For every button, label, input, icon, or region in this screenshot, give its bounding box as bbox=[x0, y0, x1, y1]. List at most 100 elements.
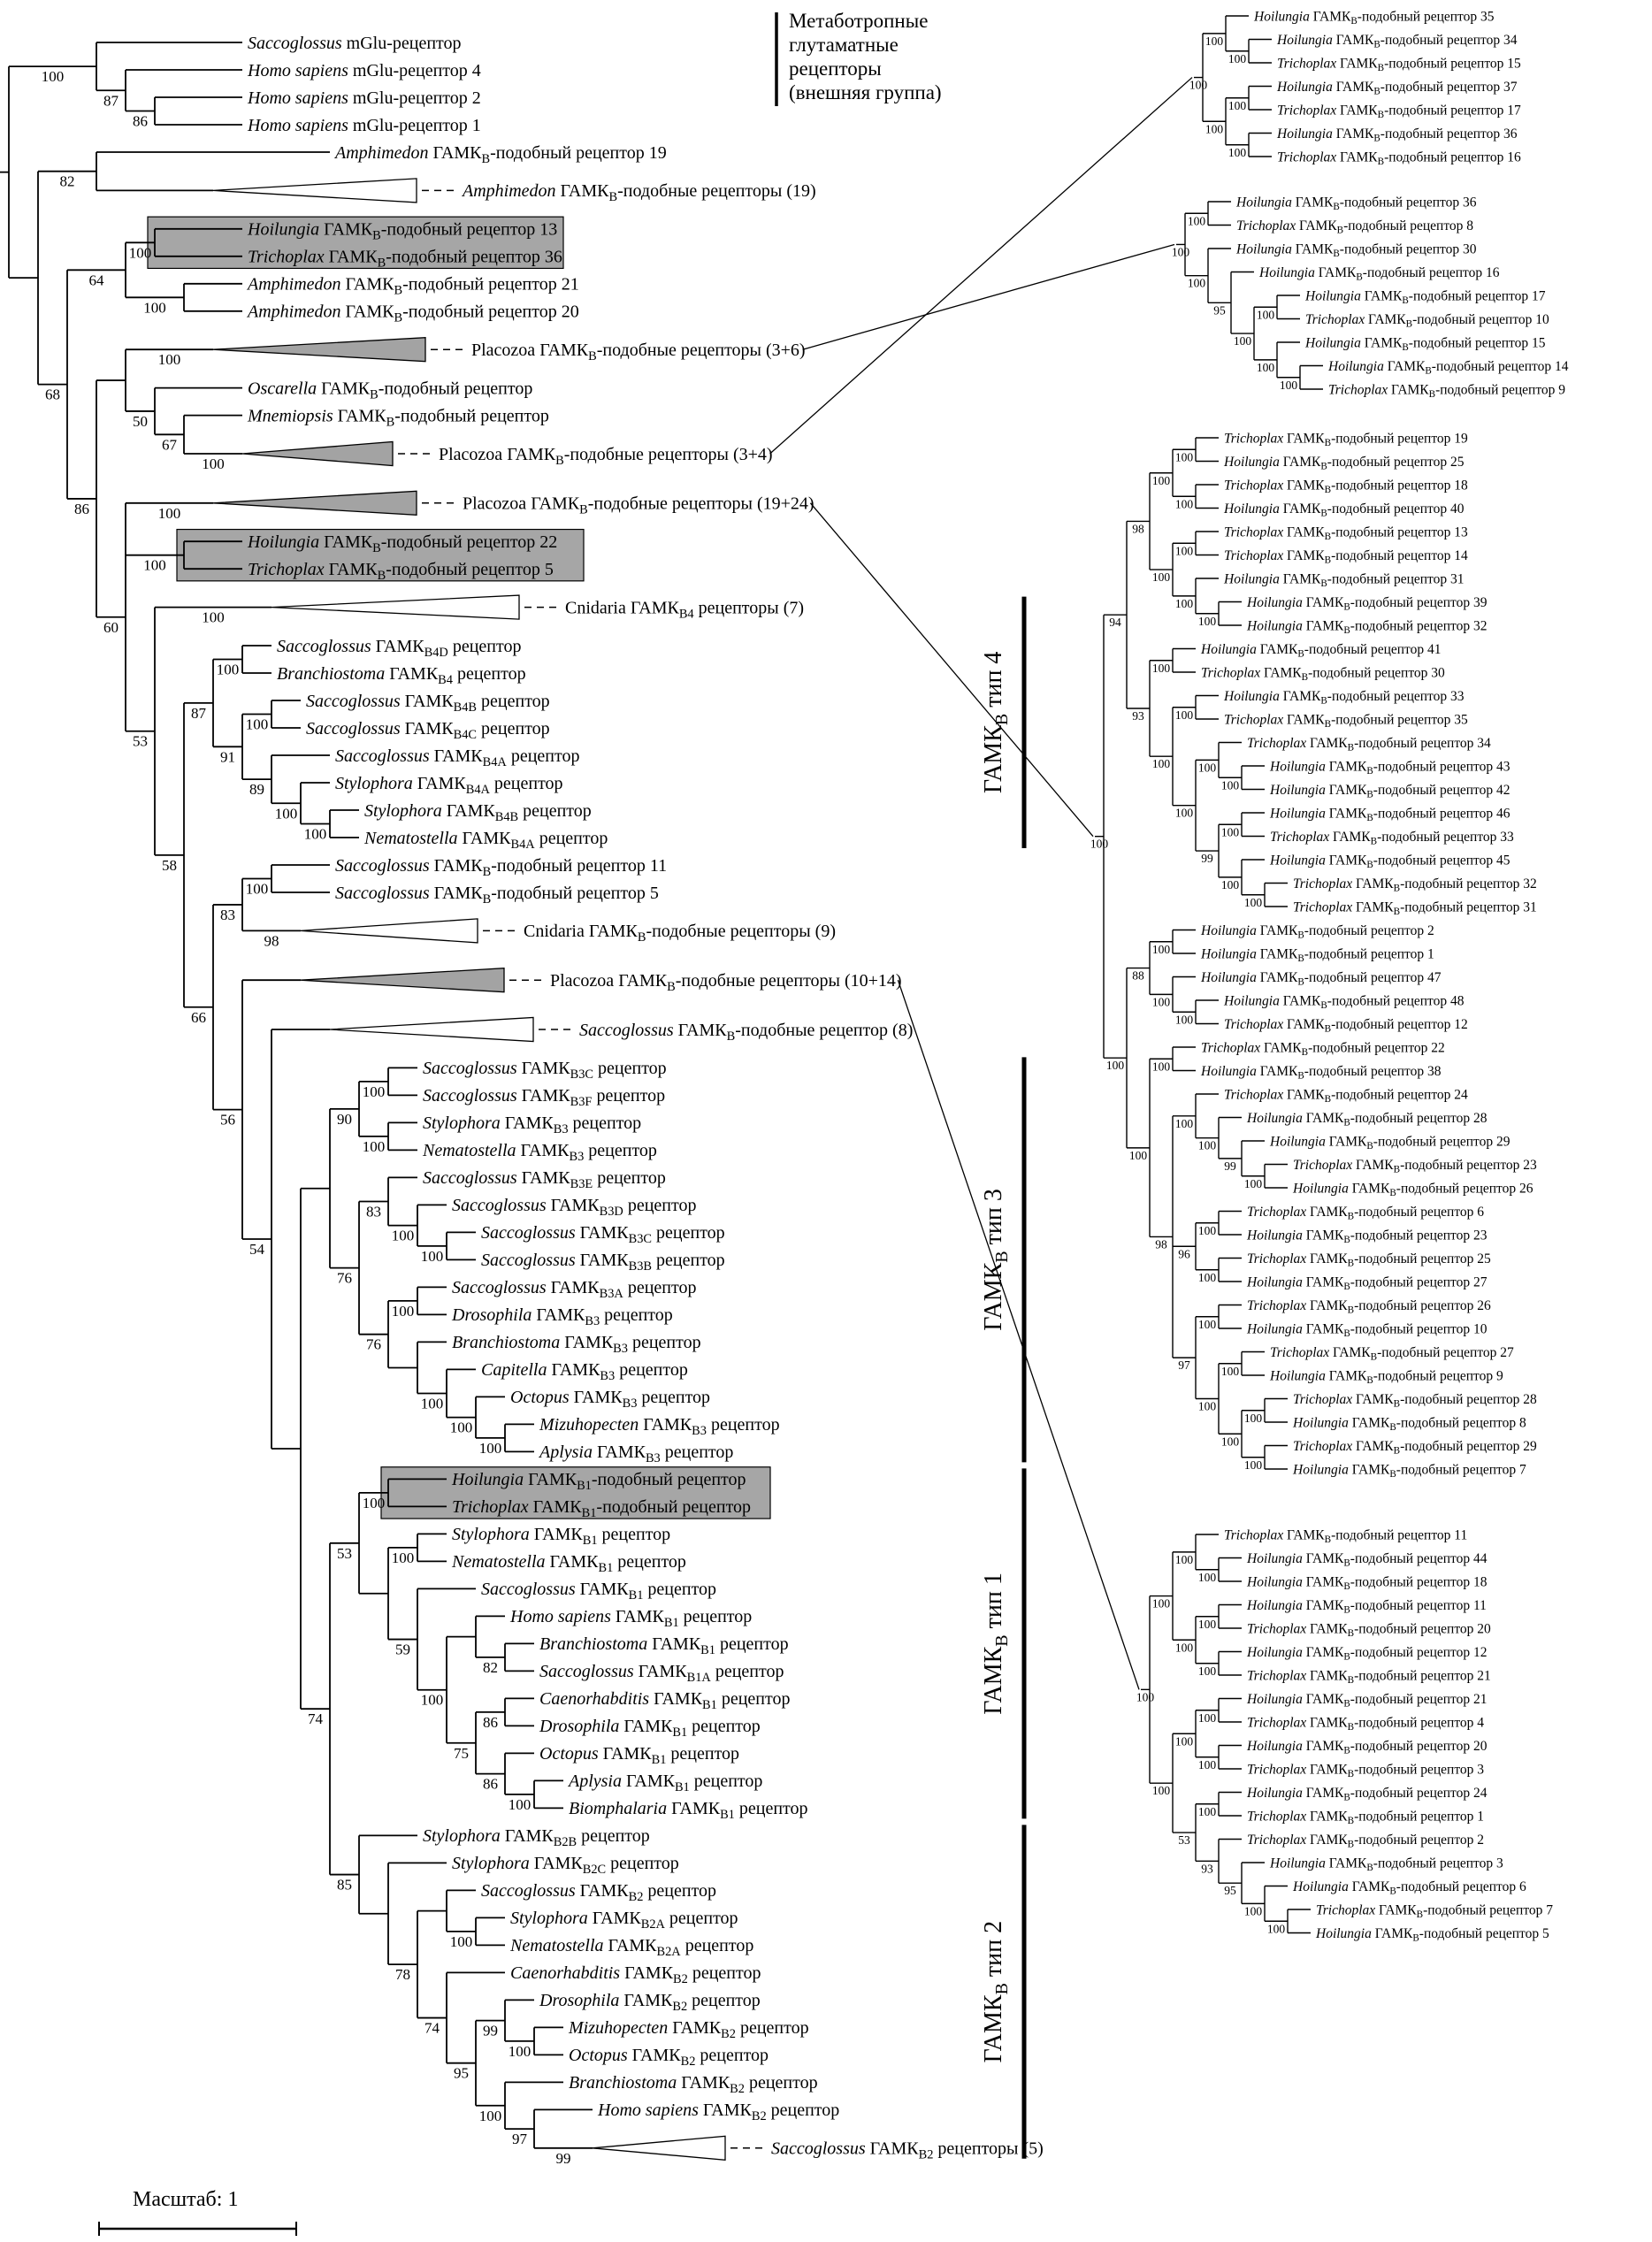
svg-text:Hoilungia ГАМКB1-подобный реце: Hoilungia ГАМКB1-подобный рецептор bbox=[451, 1470, 746, 1493]
svg-text:Octopus ГАМКB1 рецептор: Octopus ГАМКB1 рецептор bbox=[539, 1744, 739, 1767]
svg-text:Trichoplax ГАМКВ-подобный реце: Trichoplax ГАМКВ-подобный рецептор 12 bbox=[1224, 1017, 1468, 1035]
svg-text:100: 100 bbox=[421, 1396, 444, 1412]
svg-text:99: 99 bbox=[1224, 1159, 1236, 1173]
svg-text:100: 100 bbox=[1152, 1597, 1171, 1611]
svg-text:100: 100 bbox=[392, 1228, 415, 1244]
svg-text:100: 100 bbox=[1228, 99, 1247, 112]
outgroup-label-line: рецепторы bbox=[789, 57, 882, 80]
svg-text:100: 100 bbox=[1198, 615, 1217, 628]
svg-text:Drosophila ГАМКB3 рецептор: Drosophila ГАМКB3 рецептор bbox=[451, 1305, 673, 1328]
svg-text:Trichoplax ГАМКВ-подобный реце: Trichoplax ГАМКВ-подобный рецептор 33 bbox=[1270, 830, 1514, 847]
svg-text:87: 87 bbox=[103, 92, 119, 109]
svg-text:Saccoglossus ГАМКB2 рецепторы: Saccoglossus ГАМКB2 рецепторы (5) bbox=[771, 2139, 1044, 2162]
svg-text:Trichoplax ГАМКВ-подобный реце: Trichoplax ГАМКВ-подобный рецептор 13 bbox=[1224, 524, 1468, 542]
svg-text:100: 100 bbox=[217, 662, 240, 678]
svg-text:75: 75 bbox=[454, 1745, 469, 1762]
svg-text:Placozoa ГАМКВ-подобные рецепт: Placozoa ГАМКВ-подобные рецепторы (19+24… bbox=[463, 494, 815, 517]
svg-text:Hoilungia ГАМКВ-подобный рецеп: Hoilungia ГАМКВ-подобный рецептор 23 bbox=[1246, 1228, 1488, 1245]
svg-text:Trichoplax ГАМКВ-подобный реце: Trichoplax ГАМКВ-подобный рецептор 16 bbox=[1277, 149, 1521, 167]
svg-text:Hoilungia ГАМКВ-подобный рецеп: Hoilungia ГАМКВ-подобный рецептор 24 bbox=[1246, 1786, 1488, 1803]
svg-text:Saccoglossus ГАМКB3C рецептор: Saccoglossus ГАМКB3C рецептор bbox=[423, 1059, 667, 1082]
svg-text:50: 50 bbox=[133, 413, 148, 430]
svg-text:100: 100 bbox=[158, 505, 181, 522]
svg-text:Hoilungia ГАМКВ-подобный рецеп: Hoilungia ГАМКВ-подобный рецептор 42 bbox=[1269, 783, 1511, 800]
svg-text:Stylophora ГАМКB3 рецептор: Stylophora ГАМКB3 рецептор bbox=[423, 1113, 641, 1136]
svg-text:Hoilungia ГАМКВ-подобный рецеп: Hoilungia ГАМКВ-подобный рецептор 1 bbox=[1200, 946, 1434, 964]
svg-text:100: 100 bbox=[363, 1083, 386, 1100]
svg-text:Trichoplax ГАМКВ-подобный реце: Trichoplax ГАМКВ-подобный рецептор 9 bbox=[1328, 382, 1565, 400]
svg-text:100: 100 bbox=[1172, 245, 1190, 258]
svg-text:Nematostella ГАМКB1 рецептор: Nematostella ГАМКB1 рецептор bbox=[451, 1552, 686, 1575]
svg-text:85: 85 bbox=[337, 1877, 352, 1894]
svg-text:100: 100 bbox=[1175, 807, 1194, 820]
svg-text:Hoilungia ГАМКВ-подобный рецеп: Hoilungia ГАМКВ-подобный рецептор 21 bbox=[1246, 1692, 1488, 1710]
svg-text:Hoilungia ГАМКВ-подобный рецеп: Hoilungia ГАМКВ-подобный рецептор 37 bbox=[1276, 80, 1518, 97]
svg-text:Mnemiopsis ГАМКВ-подобный реце: Mnemiopsis ГАМКВ-подобный рецептор bbox=[247, 406, 549, 429]
svg-text:Saccoglossus ГАМКB3F рецептор: Saccoglossus ГАМКB3F рецептор bbox=[423, 1086, 665, 1109]
svg-text:Hoilungia ГАМКВ-подобный рецеп: Hoilungia ГАМКВ-подобный рецептор 18 bbox=[1246, 1574, 1488, 1592]
svg-text:Stylophora ГАМКB2C рецептор: Stylophora ГАМКB2C рецептор bbox=[452, 1854, 679, 1877]
svg-text:100: 100 bbox=[1205, 122, 1224, 135]
svg-text:Branchiostoma ГАМКB4 рецептор: Branchiostoma ГАМКB4 рецептор bbox=[277, 664, 526, 687]
svg-text:90: 90 bbox=[337, 1111, 352, 1128]
svg-text:Cnidaria ГАМКВ4 рецепторы (7): Cnidaria ГАМКВ4 рецепторы (7) bbox=[565, 598, 804, 621]
svg-text:59: 59 bbox=[395, 1641, 410, 1658]
svg-text:Trichoplax ГАМКВ-подобный реце: Trichoplax ГАМКВ-подобный рецептор 14 bbox=[1224, 548, 1468, 566]
svg-text:100: 100 bbox=[1228, 146, 1247, 159]
svg-text:53: 53 bbox=[337, 1545, 352, 1562]
svg-text:100: 100 bbox=[1221, 1365, 1240, 1378]
svg-text:100: 100 bbox=[1152, 474, 1171, 487]
svg-text:83: 83 bbox=[220, 907, 235, 923]
svg-text:ГАМКВ тип 3: ГАМКВ тип 3 bbox=[980, 1189, 1012, 1331]
svg-text:Trichoplax ГАМКВ-подобный реце: Trichoplax ГАМКВ-подобный рецептор 10 bbox=[1305, 312, 1549, 330]
svg-text:97: 97 bbox=[512, 2131, 528, 2147]
svg-text:Hoilungia ГАМКВ-подобный рецеп: Hoilungia ГАМКВ-подобный рецептор 10 bbox=[1246, 1321, 1488, 1339]
svg-text:86: 86 bbox=[133, 113, 148, 130]
svg-text:Hoilungia ГАМКВ-подобный рецеп: Hoilungia ГАМКВ-подобный рецептор 47 bbox=[1200, 970, 1442, 988]
svg-text:Nematostella ГАМКB2A рецептор: Nematostella ГАМКB2A рецептор bbox=[509, 1936, 753, 1959]
svg-text:Hoilungia ГАМКВ-подобный рецеп: Hoilungia ГАМКВ-подобный рецептор 46 bbox=[1269, 806, 1511, 823]
outgroup-label-line: (внешняя группа) bbox=[789, 81, 942, 103]
svg-text:Trichoplax ГАМКВ-подобный реце: Trichoplax ГАМКВ-подобный рецептор 24 bbox=[1224, 1087, 1468, 1105]
svg-text:60: 60 bbox=[103, 619, 119, 636]
right-subtree-0: 100 100 Hoilungia ГАМКВ-подобный рецептор … bbox=[1189, 9, 1521, 167]
svg-text:100: 100 bbox=[363, 1495, 386, 1511]
svg-text:100: 100 bbox=[1257, 308, 1275, 321]
svg-text:Biomphalaria ГАМКB1 рецептор: Biomphalaria ГАМКB1 рецептор bbox=[569, 1799, 808, 1822]
svg-text:Saccoglossus ГАМКB3E рецептор: Saccoglossus ГАМКB3E рецептор bbox=[423, 1168, 666, 1191]
svg-text:Trichoplax ГАМКB1-подобный рец: Trichoplax ГАМКB1-подобный рецептор bbox=[452, 1497, 751, 1520]
svg-text:88: 88 bbox=[1132, 969, 1144, 983]
svg-text:86: 86 bbox=[74, 501, 89, 517]
svg-text:100: 100 bbox=[1198, 1711, 1217, 1725]
svg-text:Octopus ГАМКB3 рецептор: Octopus ГАМКB3 рецептор bbox=[510, 1388, 710, 1411]
svg-text:Hoilungia ГАМКВ-подобный рецеп: Hoilungia ГАМКВ-подобный рецептор 14 bbox=[1327, 359, 1569, 377]
svg-text:100: 100 bbox=[1244, 1177, 1263, 1190]
svg-text:100: 100 bbox=[1175, 1013, 1194, 1026]
svg-text:100: 100 bbox=[1244, 1458, 1263, 1472]
svg-text:Hoilungia ГАМКВ-подобный рецеп: Hoilungia ГАМКВ-подобный рецептор 27 bbox=[1246, 1274, 1488, 1292]
svg-text:Hoilungia ГАМКВ-подобный рецеп: Hoilungia ГАМКВ-подобный рецептор 36 bbox=[1235, 195, 1477, 212]
svg-text:ГАМКВ тип 2: ГАМКВ тип 2 bbox=[980, 1921, 1012, 2063]
svg-text:100: 100 bbox=[450, 1933, 473, 1950]
svg-text:Stylophora ГАМКB4B рецептор: Stylophora ГАМКB4B рецептор bbox=[364, 801, 592, 824]
svg-text:Saccoglossus ГАМКB3A рецептор: Saccoglossus ГАМКB3A рецептор bbox=[452, 1278, 696, 1301]
svg-text:Placozoa ГАМКВ-подобные рецепт: Placozoa ГАМКВ-подобные рецепторы (10+14… bbox=[550, 971, 902, 994]
svg-text:100: 100 bbox=[1221, 825, 1240, 838]
svg-text:98: 98 bbox=[1132, 522, 1144, 535]
svg-text:100: 100 bbox=[1136, 1690, 1155, 1703]
svg-text:Hoilungia ГАМКВ-подобный рецеп: Hoilungia ГАМКВ-подобный рецептор 2 bbox=[1200, 923, 1434, 941]
svg-text:Nematostella ГАМКB3 рецептор: Nematostella ГАМКB3 рецептор bbox=[422, 1141, 657, 1164]
svg-text:100: 100 bbox=[1106, 1059, 1125, 1072]
svg-text:100: 100 bbox=[1129, 1149, 1148, 1162]
svg-text:58: 58 bbox=[162, 857, 177, 874]
svg-text:64: 64 bbox=[89, 272, 105, 288]
svg-text:Drosophila ГАМКB1 рецептор: Drosophila ГАМКB1 рецептор bbox=[539, 1717, 761, 1740]
svg-text:Hoilungia ГАМКВ-подобный рецеп: Hoilungia ГАМКВ-подобный рецептор 31 bbox=[1223, 571, 1465, 589]
right-subtree-2: 100 94 98 100 100 Trichoplax ГАМКВ-подобный р… bbox=[1090, 431, 1537, 1480]
svg-text:100: 100 bbox=[1152, 1060, 1171, 1073]
svg-text:87: 87 bbox=[191, 705, 207, 722]
svg-text:100: 100 bbox=[1198, 1664, 1217, 1678]
svg-text:Trichoplax ГАМКВ-подобный реце: Trichoplax ГАМКВ-подобный рецептор 4 bbox=[1247, 1715, 1484, 1733]
svg-text:Trichoplax ГАМКВ-подобный реце: Trichoplax ГАМКВ-подобный рецептор 25 bbox=[1247, 1251, 1491, 1269]
svg-text:100: 100 bbox=[392, 1303, 415, 1320]
